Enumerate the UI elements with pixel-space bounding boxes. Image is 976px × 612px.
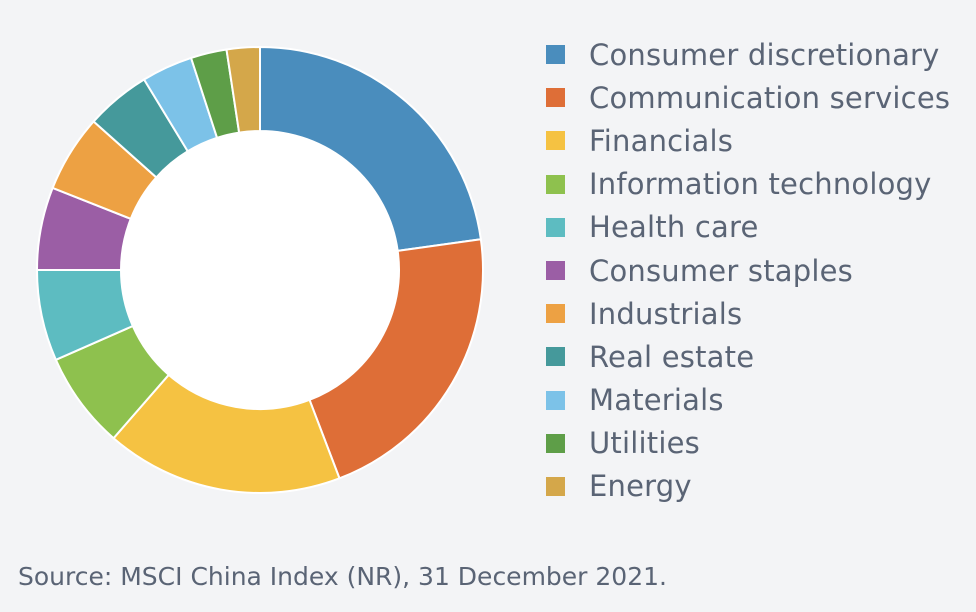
legend-item-materials: Materials (546, 379, 950, 422)
legend-item-energy: Energy (546, 465, 950, 508)
legend-item-financials: Financials (546, 119, 950, 162)
legend-label: Information technology (589, 167, 932, 202)
legend-label: Industrials (589, 296, 743, 331)
legend-swatch (546, 304, 565, 324)
legend-swatch (546, 390, 565, 410)
legend-swatch (546, 174, 565, 194)
legend-label: Energy (589, 469, 692, 504)
legend-item-consumer-discretionary: Consumer discretionary (546, 33, 950, 76)
legend-item-industrials: Industrials (546, 292, 950, 335)
donut-chart-svg (35, 45, 484, 494)
donut-chart (0, 0, 520, 540)
legend-item-health-care: Health care (546, 206, 950, 249)
legend-item-information-technology: Information technology (546, 163, 950, 206)
source-note: Source: MSCI China Index (NR), 31 Decemb… (18, 562, 667, 591)
legend-swatch (546, 261, 565, 281)
legend-swatch (546, 88, 565, 108)
legend-label: Real estate (589, 339, 755, 374)
legend-item-real-estate: Real estate (546, 335, 950, 378)
legend-swatch (546, 476, 565, 496)
legend-label: Communication services (589, 80, 951, 115)
chart-legend: Consumer discretionary Communication serv… (546, 33, 950, 508)
legend-label: Materials (589, 383, 724, 418)
legend-label: Consumer staples (589, 253, 853, 288)
legend-label: Financials (589, 123, 734, 158)
legend-swatch (546, 45, 565, 65)
legend-item-communication-services: Communication services (546, 76, 950, 119)
legend-swatch (546, 217, 565, 237)
legend-swatch (546, 131, 565, 151)
legend-label: Health care (589, 210, 759, 245)
legend-label: Consumer discretionary (589, 37, 940, 72)
legend-swatch (546, 347, 565, 367)
legend-label: Utilities (589, 426, 700, 461)
legend-item-utilities: Utilities (546, 422, 950, 465)
legend-item-consumer-staples: Consumer staples (546, 249, 950, 292)
legend-swatch (546, 433, 565, 453)
donut-hole (121, 131, 399, 409)
